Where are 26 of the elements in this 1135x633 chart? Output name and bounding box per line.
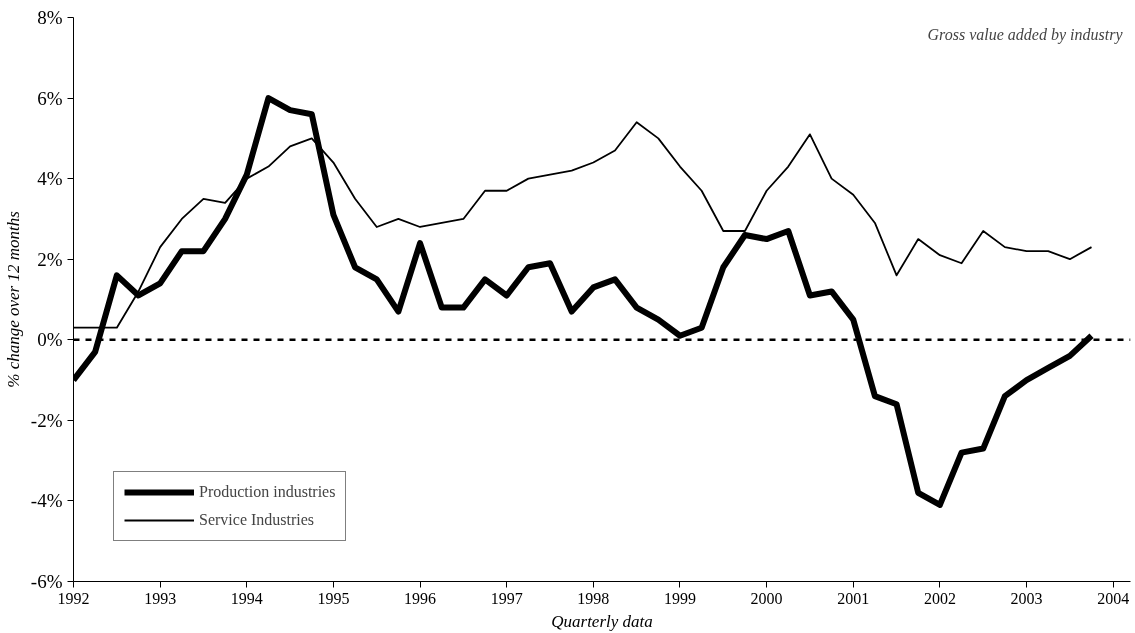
y-tick-label: 6% xyxy=(37,87,63,109)
y-tick-label: -6% xyxy=(30,571,63,592)
x-tick-label: 1995 xyxy=(317,589,350,607)
x-tick-label: 1996 xyxy=(404,589,437,607)
x-tick-label: 2001 xyxy=(837,589,870,607)
x-tick-label: 1993 xyxy=(144,589,177,607)
y-tick-label: -2% xyxy=(30,409,63,431)
x-tick-label: 1992 xyxy=(57,589,90,607)
y-tick-label: 2% xyxy=(37,248,63,270)
legend-label: Production industries xyxy=(199,483,336,501)
y-tick-label: 8% xyxy=(37,7,63,28)
x-tick-label: 2002 xyxy=(923,589,956,607)
y-tick-label: 4% xyxy=(37,168,63,190)
legend-label: Service Industries xyxy=(199,511,315,529)
x-tick-label: 1997 xyxy=(490,589,523,607)
x-tick-label: 2003 xyxy=(1010,589,1043,607)
x-tick-label: 2000 xyxy=(750,589,783,607)
y-axis-title: % change over 12 months xyxy=(3,210,23,388)
x-axis-title: Quarterly data xyxy=(551,611,653,631)
x-tick-label: 1994 xyxy=(230,589,263,607)
x-tick-label: 1999 xyxy=(663,589,696,607)
y-tick-label: -4% xyxy=(30,490,63,512)
x-tick-label: 1998 xyxy=(577,589,610,607)
x-tick-label: 2004 xyxy=(1097,589,1130,607)
annotation: Gross value added by industry xyxy=(927,25,1124,44)
y-tick-label: 0% xyxy=(37,329,63,351)
